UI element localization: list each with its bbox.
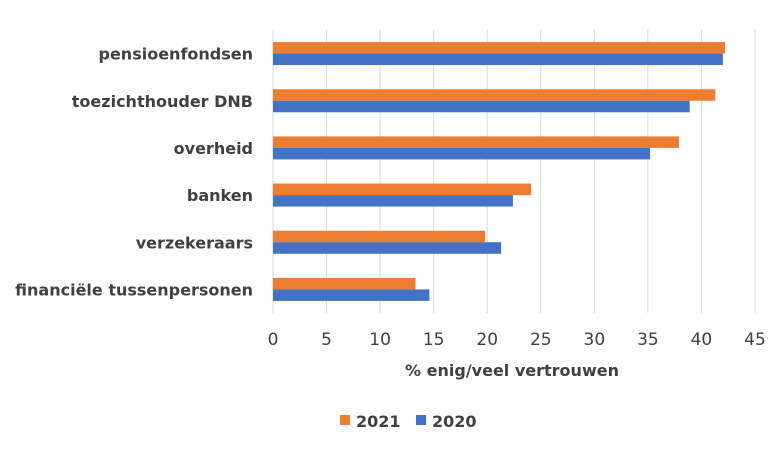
x-tick-label: 40 [691, 330, 713, 350]
x-tick-label: 15 [423, 330, 445, 350]
bar-2021 [273, 89, 716, 101]
category-label: toezichthouder DNB [72, 92, 253, 111]
x-tick-label: 45 [744, 330, 766, 350]
category-label: overheid [174, 139, 253, 158]
x-tick-label: 5 [321, 330, 332, 350]
legend-label: 2020 [432, 412, 477, 431]
x-tick-label: 10 [369, 330, 391, 350]
bar-2021 [273, 230, 486, 243]
legend-swatch-2021 [340, 415, 350, 425]
bar-2020 [273, 289, 430, 301]
category-label: banken [187, 186, 253, 205]
category-label: pensioenfondsen [99, 45, 254, 64]
gridlines [272, 30, 756, 313]
x-tick-label: 30 [584, 330, 606, 350]
legend: 2021 2020 [340, 412, 477, 431]
bar-2020 [273, 53, 723, 66]
bar-2021 [273, 183, 532, 196]
x-tick-label: 20 [476, 330, 498, 350]
bar-2021 [273, 136, 679, 148]
category-label: verzekeraars [136, 233, 253, 252]
bar-2021 [273, 42, 726, 54]
x-tick-label: 0 [268, 330, 279, 350]
bar-2020 [273, 195, 513, 207]
bars [273, 42, 726, 301]
bar-2020 [273, 100, 690, 113]
x-tick-label: 25 [530, 330, 552, 350]
x-tick-label: 35 [637, 330, 659, 350]
x-axis-title: % enig/veel vertrouwen [405, 361, 619, 380]
bar-2021 [273, 277, 416, 290]
category-label: financiële tussenpersonen [15, 280, 253, 299]
legend-swatch-2020 [416, 415, 426, 425]
x-tick-labels: 0 5 10 15 20 25 30 35 40 45 [268, 330, 766, 350]
legend-label: 2021 [356, 412, 401, 431]
category-labels: pensioenfondsen toezichthouder DNB overhei… [15, 45, 253, 300]
bar-2020 [273, 242, 502, 254]
bar-2020 [273, 147, 651, 160]
